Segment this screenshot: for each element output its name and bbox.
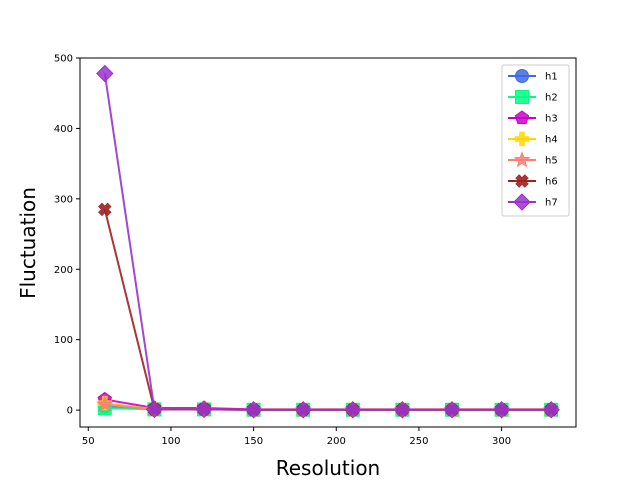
data-point-h7 — [542, 401, 560, 419]
legend: h1 h2 h3 h4 h5 h6 h7 — [501, 64, 570, 217]
y-tick-label: 400 — [54, 124, 73, 135]
legend-entry-h3: h3 — [508, 110, 558, 125]
legend-label: h1 — [545, 72, 558, 83]
x-tick-label: 300 — [492, 436, 511, 447]
legend-entry-h4: h4 — [508, 131, 558, 147]
data-point-h7 — [344, 401, 362, 419]
series-line-h3 — [104, 398, 552, 411]
plot-frame — [79, 57, 577, 428]
x-tick-label: 150 — [244, 436, 263, 447]
legend-marker — [514, 110, 530, 125]
legend-label: h2 — [545, 93, 558, 104]
legend-entry-h2: h2 — [508, 90, 558, 104]
series-h7 — [96, 64, 560, 419]
series-line-h6 — [103, 209, 552, 411]
series-h6 — [98, 202, 558, 417]
legend-marker — [514, 131, 530, 147]
series-h3 — [97, 391, 559, 416]
series-line-h7 — [103, 73, 552, 411]
y-axis: 0 100 200 300 400 500 — [54, 54, 80, 417]
legend-label: h5 — [545, 156, 558, 167]
y-tick-label: 300 — [54, 194, 73, 205]
x-axis-title: Resolution — [276, 456, 381, 480]
legend-entry-h1: h1 — [508, 69, 558, 83]
x-tick-label: 50 — [82, 436, 95, 447]
legend-entry-h6: h6 — [508, 174, 558, 188]
legend-entry-h7: h7 — [508, 193, 558, 211]
data-point-h7 — [96, 64, 114, 83]
legend-box — [501, 64, 570, 217]
series-h4 — [97, 395, 559, 417]
legend-entry-h5: h5 — [508, 151, 558, 168]
data-point-h6 — [98, 202, 112, 217]
legend-marker — [513, 151, 531, 168]
legend-label: h6 — [545, 177, 558, 188]
y-tick-label: 0 — [67, 406, 73, 417]
legend-marker — [515, 90, 529, 104]
data-point-h7 — [443, 401, 461, 419]
data-point-h7 — [195, 400, 213, 419]
legend-marker — [515, 174, 529, 188]
data-point-h5 — [96, 395, 114, 412]
y-tick-label: 100 — [54, 335, 73, 346]
x-axis: 50 100 150 200 250 300 — [82, 427, 511, 447]
y-tick-label: 200 — [54, 265, 73, 276]
legend-label: h7 — [545, 198, 558, 209]
x-tick-label: 100 — [161, 436, 180, 447]
data-point-h7 — [145, 400, 164, 419]
y-tick-label: 500 — [54, 54, 73, 65]
series-h5 — [96, 395, 560, 417]
legend-marker — [513, 193, 531, 211]
y-axis-title: Fluctuation — [16, 187, 40, 299]
legend-label: h4 — [545, 135, 558, 146]
x-tick-label: 200 — [327, 436, 346, 447]
legend-label: h3 — [545, 114, 558, 125]
series-layer — [96, 64, 560, 419]
data-point-h7 — [294, 401, 312, 419]
data-point-h7 — [492, 401, 511, 419]
data-point-h7 — [244, 401, 263, 419]
x-tick-label: 250 — [409, 436, 428, 447]
legend-marker — [515, 69, 529, 83]
data-point-h7 — [393, 401, 412, 419]
